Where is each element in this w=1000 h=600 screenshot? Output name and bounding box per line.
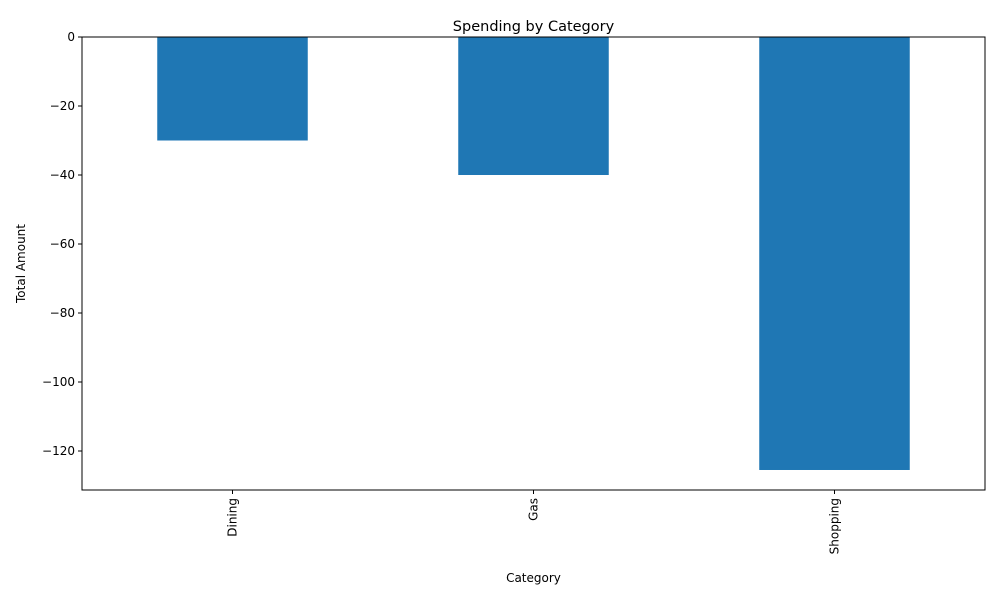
y-tick-label: −100	[42, 375, 75, 389]
y-tick-label: −60	[50, 237, 75, 251]
x-axis-label: Category	[506, 571, 561, 585]
x-tick-label-dining: Dining	[226, 498, 240, 537]
x-tick-label-shopping: Shopping	[828, 498, 842, 554]
bar-shopping	[759, 37, 910, 470]
y-tick-label: 0	[67, 30, 75, 44]
bar-dining	[157, 37, 308, 141]
chart-title: Spending by Category	[453, 19, 615, 35]
y-tick-label: −80	[50, 306, 75, 320]
y-axis-label: Total Amount	[14, 224, 28, 304]
y-axis-ticks: 0 −20 −40 −60 −80 −100 −120	[42, 30, 82, 458]
y-tick-label: −20	[50, 99, 75, 113]
bars-group	[157, 37, 910, 470]
plot-area-frame	[81, 36, 986, 491]
x-axis-ticks: Dining Gas Shopping	[226, 490, 842, 554]
bar-gas	[458, 37, 609, 176]
x-tick-label-gas: Gas	[527, 498, 541, 521]
y-tick-label: −120	[42, 444, 75, 458]
y-tick-label: −40	[50, 168, 75, 182]
